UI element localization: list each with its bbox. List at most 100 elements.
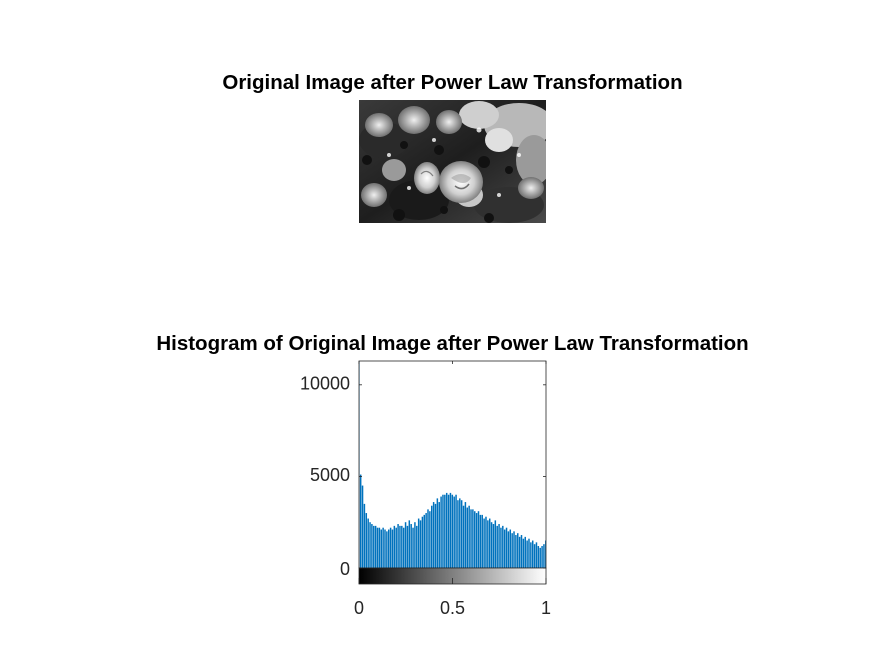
histogram-bar [447,494,450,568]
histogram-bar [378,527,381,568]
histogram-bar [530,542,532,568]
histogram-bar [498,524,500,568]
histogram-bar [526,540,528,568]
histogram-bar [380,529,382,568]
histogram-bar [460,500,463,568]
histogram-bar [359,474,362,568]
histogram-bar [406,525,409,568]
histogram-bar [386,531,388,568]
histogram-bar [457,500,459,568]
histogram-bar [416,525,418,568]
histogram-bar [391,529,394,568]
y-tick-label: 5000 [310,465,350,485]
y-tick-label: 10000 [300,374,350,394]
histogram-bar [537,546,540,568]
histogram-bar [533,544,536,568]
histogram-bar [507,531,510,568]
histogram-bar [365,513,368,568]
histogram-bar [382,527,384,568]
histogram-bar [387,529,390,568]
histogram-bar [421,516,424,568]
x-tick-label: 0 [354,598,364,618]
histogram-bar [445,492,448,568]
histogram-bar [528,538,530,568]
histogram-bar [487,520,489,568]
histogram-bar [494,520,497,568]
histogram-bar [367,518,369,568]
histogram-bar [453,496,455,568]
histogram-bar [417,518,420,568]
histogram-bar [402,527,405,568]
histogram-bar [389,527,392,568]
histogram-bar [545,540,546,568]
histogram-bar [520,535,523,568]
histogram-bar [408,520,411,568]
histogram-bar [369,522,371,568]
histogram-bar [503,529,506,568]
x-tick-label: 0.5 [440,598,465,618]
histogram-bar [539,547,541,568]
histogram-bar [425,513,427,568]
histogram-bar [515,535,517,568]
histogram-bar [414,522,416,568]
histogram-bar [412,527,414,568]
histogram-bar [517,533,519,568]
histogram-bar [451,494,454,568]
histogram-bar [535,542,538,568]
histogram-bar [496,525,498,568]
histogram-bar [464,502,467,568]
histogram-bar [393,525,396,568]
histogram-bar [427,509,429,568]
histogram-bar [475,513,478,568]
histogram-bar [444,494,446,568]
histogram-bar [395,527,397,568]
histogram-bar [524,536,526,568]
histogram-bar [434,503,437,568]
histogram-bar [361,485,364,568]
histogram-bar [541,546,543,568]
histogram-bar [479,514,482,568]
histogram-bar [462,505,465,568]
chart-title: Histogram of Original Image after Power … [156,332,749,355]
histogram-bar [404,522,407,568]
histogram-bar [505,527,508,568]
histogram-bar [440,496,442,568]
histogram-bar [429,511,431,568]
histogram-bar [410,524,412,568]
histogram-bar [431,505,433,568]
histogram-bar [483,518,485,568]
y-axis: 0 5000 10000 [300,374,546,579]
histogram-bar [490,522,493,568]
histogram-bar [477,511,480,568]
histogram-bar [442,494,444,568]
histogram-bar [472,509,474,568]
histogram-bar [485,516,487,568]
histogram-bar [488,518,491,568]
histogram-bar [436,498,439,568]
histogram-bar [466,507,469,568]
histogram-bar [455,494,457,568]
image-title: Original Image after Power Law Transform… [222,71,683,94]
histogram-bar [500,527,502,568]
histogram-bar [459,498,461,568]
histogram-bar [371,524,373,568]
y-tick-label: 0 [340,559,350,579]
grayscale-rose-photo [359,100,546,223]
histogram-bar [509,529,512,568]
histogram-bar [374,525,377,568]
histogram-bar [481,514,483,568]
histogram-bar [376,527,379,568]
histogram-bar [419,520,422,568]
histogram-bar [384,529,386,568]
histogram-bar [397,524,399,568]
histogram-bar [531,540,534,568]
histogram-bars [359,361,546,568]
histogram-bar [518,536,521,568]
x-axis: 0 0.5 1 [354,361,551,618]
histogram-bar [543,544,545,568]
histogram-bar [363,503,366,568]
histogram-bar [401,525,403,568]
histogram-bar [423,514,426,568]
